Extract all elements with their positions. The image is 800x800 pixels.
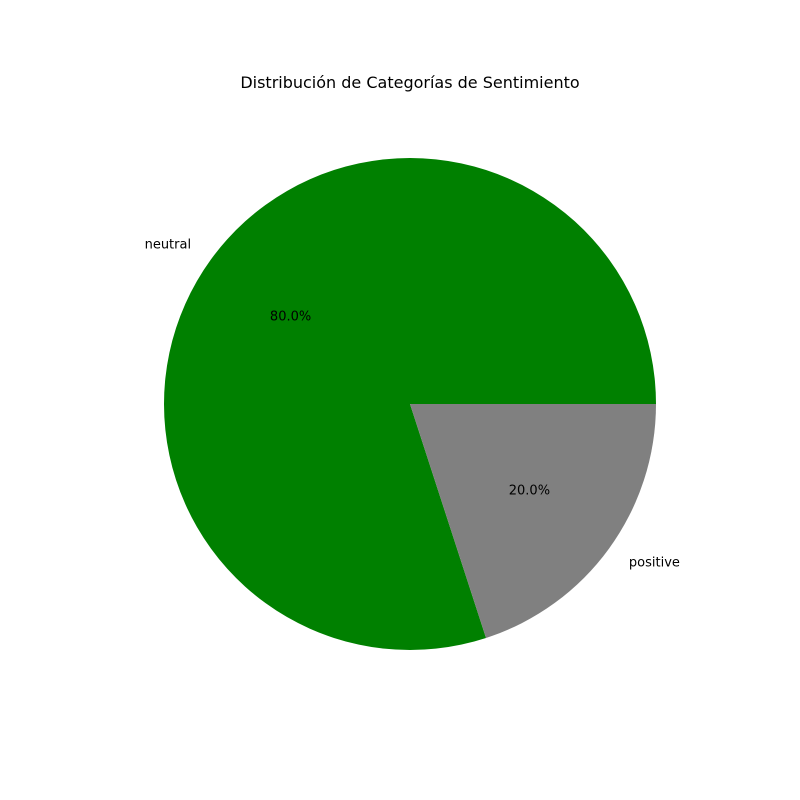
pie-slices [163, 157, 656, 651]
pie-labels: neutral 80.0% positive 20.0% [145, 237, 680, 570]
slice-percent-neutral: 80.0% [270, 310, 311, 325]
pie-slice-positive [410, 404, 656, 638]
slice-percent-positive: 20.0% [509, 483, 550, 498]
slice-label-neutral: neutral [145, 237, 192, 252]
slice-label-positive: positive [629, 556, 680, 571]
chart-title: Distribución de Categorías de Sentimient… [240, 73, 579, 92]
